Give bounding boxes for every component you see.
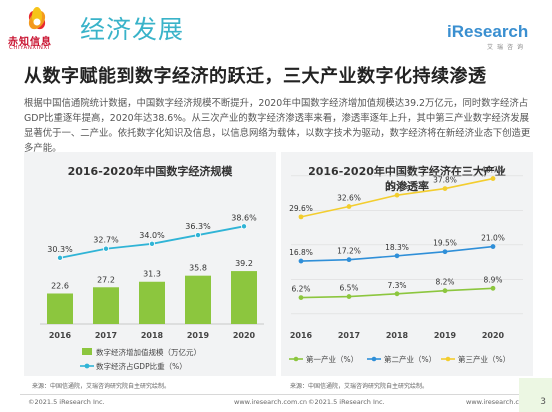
x-tick-label-2016: 2016 — [49, 331, 72, 340]
secondary-label-2019: 19.5% — [433, 239, 457, 248]
primary-point-2020 — [490, 285, 496, 291]
legend-tertiary-label: 第三产业（%） — [458, 354, 510, 364]
secondary-label-2017: 17.2% — [337, 247, 361, 256]
x-tick-label-2017: 2017 — [95, 331, 117, 340]
page-number-badge: 3 — [519, 378, 552, 412]
chart-title: 2016-2020年中国数字经济规模 — [67, 165, 233, 178]
industry-penetration-chart: 2016-2020年中国数字经济在三大产业 的渗透率 6.2% 6.5% 7.3% 8… — [281, 152, 533, 376]
legend-secondary-marker — [371, 356, 377, 362]
primary-point-2018 — [394, 291, 400, 297]
legend-line-label: 数字经济占GDP比重（%） — [96, 361, 187, 371]
legend-bar-swatch — [82, 348, 92, 355]
intro-paragraph: 根据中国信通院统计数据，中国数字经济规模不断提升，2020年中国数字经济增加值规… — [24, 98, 531, 154]
secondary-point-2018 — [394, 253, 400, 259]
primary-label-2017: 6.5% — [339, 284, 358, 293]
x-tick-label-2019: 2019 — [434, 331, 457, 340]
tertiary-point-2019 — [442, 186, 448, 191]
page-number: 3 — [540, 397, 546, 407]
gdp-share-label-2020: 38.6% — [231, 213, 257, 222]
footer-url: www.iresearch.com.cn — [234, 398, 308, 406]
primary-label-2016: 6.2% — [291, 285, 310, 294]
tertiary-label-2018: 35.9% — [385, 182, 409, 191]
footer-copyright-right: ©2021.5 iResearch Inc. — [308, 398, 385, 406]
bar-2018 — [139, 281, 165, 324]
gdp-share-point-2017 — [103, 245, 110, 252]
tertiary-label-2019: 37.8% — [433, 176, 457, 185]
legend-tertiary-marker — [445, 356, 451, 362]
legend-primary-label: 第一产业（%） — [306, 354, 358, 364]
legend-bar-label: 数字经济增加值规模（万亿元） — [96, 347, 201, 357]
secondary-point-2020 — [490, 244, 496, 249]
bar-value-label-2020: 39.2 — [235, 259, 253, 268]
gdp-share-point-2020 — [240, 223, 247, 230]
secondary-point-2017 — [346, 257, 352, 263]
secondary-label-2020: 21.0% — [481, 234, 505, 243]
x-tick-label-2018: 2018 — [141, 331, 164, 340]
x-tick-label-2020: 2020 — [482, 331, 505, 340]
footer-copyright: ©2021.5 iResearch Inc. — [28, 398, 105, 406]
iresearch-logo: iResearch 艾瑞咨询 — [447, 22, 545, 51]
legend-primary-marker — [293, 356, 299, 362]
gdp-share-label-2016: 30.3% — [47, 245, 73, 254]
chart-title-line-1: 2016-2020年中国数字经济在三大产业 — [308, 165, 506, 178]
chart-title-line-2: 的渗透率 — [385, 180, 429, 193]
gdp-share-label-2017: 32.7% — [93, 236, 119, 245]
primary-point-2019 — [442, 288, 448, 294]
legend-secondary-label: 第二产业（%） — [384, 354, 436, 364]
primary-label-2020: 8.9% — [483, 275, 502, 284]
chart-right-svg: 6.2% 6.5% 7.3% 8.2% 8.9% 16.8% 17.2% 18.3% 19.5%… — [289, 166, 523, 364]
tertiary-point-2018 — [394, 192, 400, 198]
x-tick-label-2020: 2020 — [233, 331, 256, 340]
gdp-share-label-2018: 34.0% — [139, 231, 165, 240]
company-logo: 赤知信息 CHIYANXINXI — [6, 4, 68, 52]
bar-value-label-2016: 22.6 — [51, 281, 69, 290]
x-tick-label-2017: 2017 — [338, 331, 360, 340]
gdp-share-point-2016 — [57, 254, 64, 261]
secondary-label-2016: 16.8% — [289, 248, 313, 257]
logo-flower-icon — [28, 7, 46, 30]
bar-2019 — [185, 275, 211, 324]
gdp-share-label-2019: 36.3% — [185, 222, 211, 231]
chart-left-svg: 22.6 2016 27.2 2017 31.3 2018 35.8 2019 39.2 2020… — [40, 213, 264, 371]
digital-economy-scale-chart: 2016-2020年中国数字经济规模 22.6 2016 27.2 2017 31.3 2… — [24, 152, 276, 376]
brand-name: iResearch — [447, 22, 529, 41]
tertiary-label-2017: 32.6% — [337, 194, 361, 203]
bar-value-label-2019: 35.8 — [189, 264, 207, 273]
gdp-share-point-2018 — [149, 240, 156, 247]
secondary-label-2018: 18.3% — [385, 243, 409, 252]
bar-2017 — [93, 287, 119, 324]
legend-line-marker — [84, 363, 90, 369]
tertiary-point-2017 — [346, 204, 352, 209]
tertiary-label-2016: 29.6% — [289, 204, 313, 213]
brand-subtitle: 艾瑞咨询 — [487, 44, 528, 51]
section-title: 经济发展 — [80, 15, 185, 44]
logo-text-cn: 赤知信息 — [8, 37, 52, 48]
secondary-point-2019 — [442, 249, 448, 255]
x-tick-label-2018: 2018 — [386, 331, 409, 340]
tertiary-label-2020: 40.7% — [481, 166, 505, 175]
logo-text-en: CHIYANXINXI — [9, 45, 50, 51]
bar-value-label-2017: 27.2 — [97, 275, 115, 284]
tertiary-point-2016 — [298, 214, 304, 220]
gdp-share-point-2019 — [194, 232, 201, 239]
x-tick-label-2019: 2019 — [187, 331, 210, 340]
right-source-note: 来源：中国信通院，艾瑞咨询研究院自主研究绘制。 — [290, 383, 429, 390]
tertiary-point-2020 — [490, 176, 496, 181]
primary-label-2019: 8.2% — [435, 278, 454, 287]
headline: 从数字赋能到数字经济的跃迁，三大产业数字化持续渗透 — [24, 66, 487, 87]
left-source-note: 来源：中国信通院，艾瑞咨询研究院自主研究绘制。 — [32, 383, 171, 390]
primary-point-2017 — [346, 294, 352, 299]
primary-point-2016 — [298, 295, 304, 301]
footer-url-right: www.iresearch.com.cn — [466, 398, 540, 406]
bar-2020 — [231, 271, 257, 324]
secondary-point-2016 — [298, 258, 304, 264]
bar-2016 — [47, 293, 73, 324]
footer-divider — [20, 394, 532, 395]
x-tick-label-2016: 2016 — [290, 331, 313, 340]
primary-label-2018: 7.3% — [387, 281, 406, 290]
bar-value-label-2018: 31.3 — [143, 270, 161, 279]
